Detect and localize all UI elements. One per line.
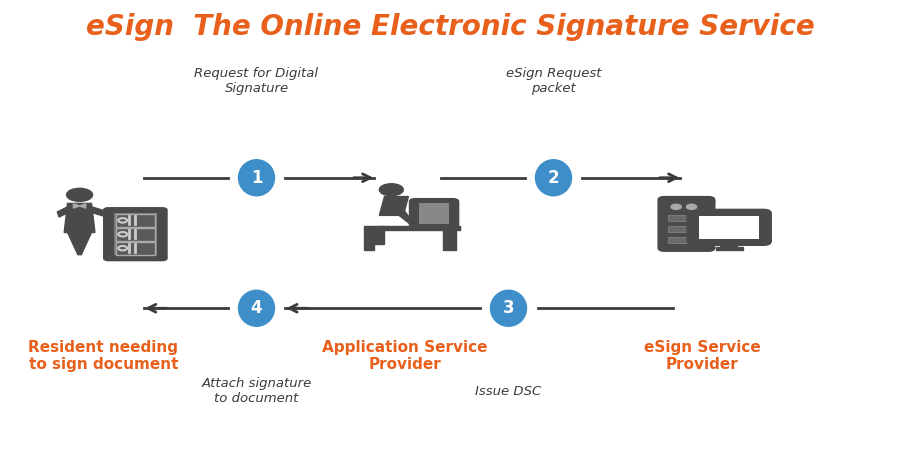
FancyBboxPatch shape: [699, 216, 760, 239]
Polygon shape: [364, 225, 460, 230]
Polygon shape: [716, 247, 742, 250]
Circle shape: [671, 204, 681, 209]
Polygon shape: [443, 230, 456, 250]
Ellipse shape: [536, 160, 572, 196]
Polygon shape: [68, 233, 92, 255]
FancyBboxPatch shape: [418, 203, 449, 224]
Text: eSign  The Online Electronic Signature Service: eSign The Online Electronic Signature Se…: [86, 13, 814, 41]
Text: Attach signature
to document: Attach signature to document: [202, 378, 311, 405]
Text: Resident needing
to sign document: Resident needing to sign document: [29, 340, 178, 372]
Polygon shape: [58, 207, 69, 217]
Polygon shape: [371, 230, 384, 244]
Circle shape: [380, 184, 403, 196]
FancyBboxPatch shape: [116, 228, 155, 241]
FancyBboxPatch shape: [116, 242, 155, 255]
Ellipse shape: [491, 290, 526, 326]
Polygon shape: [74, 204, 79, 208]
Polygon shape: [364, 230, 374, 250]
Circle shape: [67, 189, 93, 201]
FancyBboxPatch shape: [669, 225, 705, 232]
Polygon shape: [395, 207, 415, 228]
Polygon shape: [380, 225, 384, 230]
FancyBboxPatch shape: [410, 199, 458, 228]
FancyBboxPatch shape: [116, 214, 155, 227]
Ellipse shape: [238, 290, 274, 326]
Text: eSign Service
Provider: eSign Service Provider: [644, 340, 760, 372]
Polygon shape: [64, 203, 95, 233]
Text: Request for Digital
Signature: Request for Digital Signature: [194, 67, 319, 95]
Text: 4: 4: [251, 299, 262, 317]
Polygon shape: [721, 241, 738, 247]
Polygon shape: [380, 197, 409, 216]
FancyBboxPatch shape: [688, 210, 770, 245]
FancyBboxPatch shape: [669, 237, 705, 243]
FancyBboxPatch shape: [659, 197, 714, 251]
FancyBboxPatch shape: [114, 213, 157, 255]
Text: 2: 2: [548, 169, 559, 187]
Polygon shape: [79, 204, 86, 208]
Ellipse shape: [238, 160, 274, 196]
Polygon shape: [90, 207, 109, 217]
Text: 3: 3: [503, 299, 514, 317]
Text: eSign Request
packet: eSign Request packet: [506, 67, 601, 95]
Circle shape: [687, 204, 697, 209]
Text: Application Service
Provider: Application Service Provider: [322, 340, 488, 372]
FancyBboxPatch shape: [104, 208, 166, 260]
Text: Issue DSC: Issue DSC: [475, 385, 542, 398]
FancyBboxPatch shape: [669, 215, 705, 220]
Text: 1: 1: [251, 169, 262, 187]
